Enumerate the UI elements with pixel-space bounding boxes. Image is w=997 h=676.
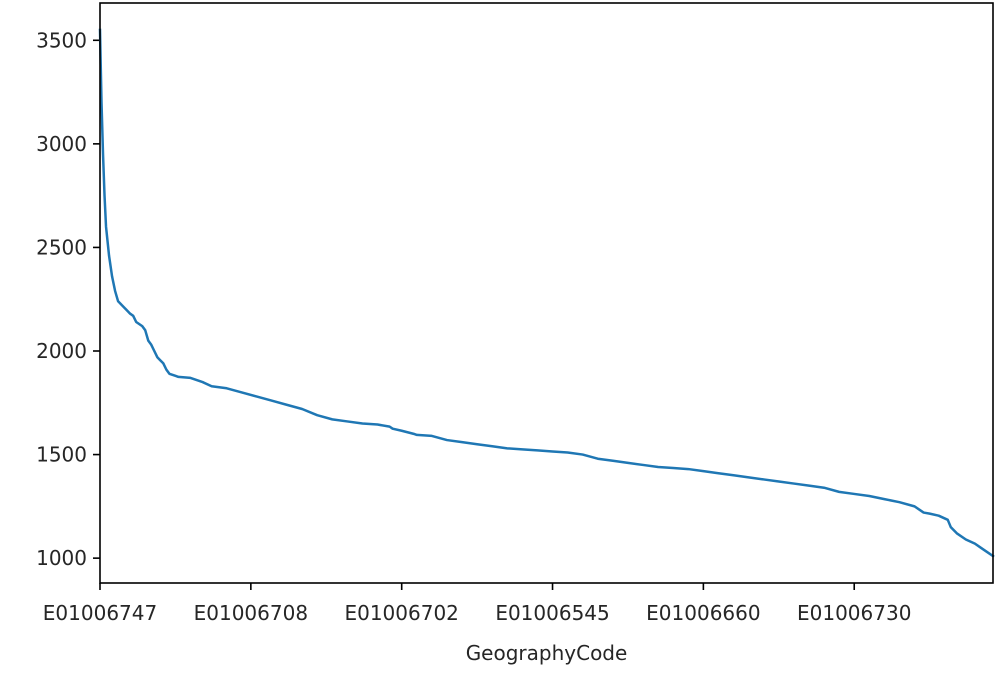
y-tick-label: 1500 [36,443,87,467]
y-tick-label: 1000 [36,546,87,570]
x-tick-label: E01006702 [344,601,458,625]
x-axis-ticks: E01006747 E01006708 E01006702 E01006545 E010… [43,583,911,625]
plot-area-frame [99,2,994,584]
x-tick-label: E01006730 [797,601,911,625]
series-line [98,28,995,558]
y-tick-label: 2500 [36,235,87,259]
x-tick-label: E01006660 [646,601,760,625]
y-axis-ticks: 1000 1500 2000 2500 3000 3500 [36,28,100,570]
y-tick-label: 3500 [36,28,87,52]
x-tick-label: E01006545 [495,601,609,625]
x-tick-label: E01006708 [194,601,308,625]
y-tick-label: 3000 [36,132,87,156]
x-axis-title: GeographyCode [466,641,628,665]
y-tick-label: 2000 [36,339,87,363]
x-tick-label: E01006747 [43,601,157,625]
